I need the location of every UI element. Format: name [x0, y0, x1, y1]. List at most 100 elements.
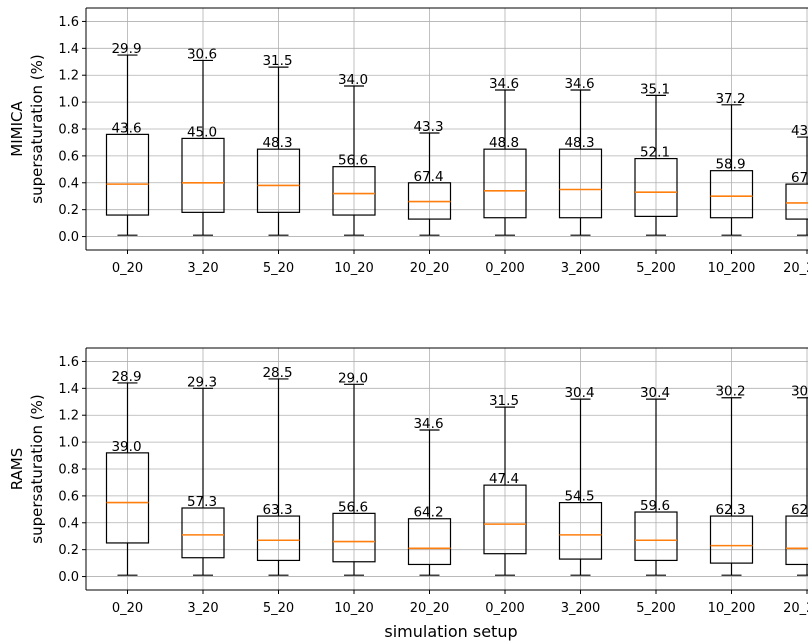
upper-percent-label: 34.6	[564, 76, 594, 92]
box-0_20: 29.9 43.6	[105, 41, 150, 236]
y-tick-label: 0.6	[58, 489, 79, 504]
upper-percent-label: 35.1	[640, 81, 670, 97]
box-percent-label: 48.3	[564, 135, 594, 151]
box-percent-label: 62.3	[715, 502, 745, 518]
box-percent-label: 45.0	[187, 124, 217, 140]
x-tick-label: 3_200	[561, 601, 601, 616]
upper-percent-label: 28.9	[111, 369, 141, 385]
box-0_20: 28.9 39.0	[105, 369, 150, 576]
upper-percent-label: 28.5	[262, 365, 292, 381]
box-20_20: 34.6 64.2	[407, 416, 452, 576]
upper-percent-label: 30.2	[791, 384, 808, 400]
box-3_20: 30.6 45.0	[181, 46, 225, 236]
iqr-box	[105, 452, 150, 544]
box-percent-label: 59.6	[640, 498, 670, 514]
box-0_200: 34.6 48.8	[483, 76, 527, 236]
upper-percent-label: 43.6	[791, 123, 808, 139]
upper-percent-label: 43.3	[413, 119, 443, 135]
y-tick-label: 0.4	[58, 176, 79, 191]
box-percent-label: 54.5	[564, 489, 594, 505]
upper-percent-label: 34.0	[338, 72, 368, 88]
iqr-box	[558, 148, 603, 219]
box-percent-label: 62.3	[791, 502, 808, 518]
box-percent-label: 56.6	[338, 499, 368, 515]
iqr-box	[105, 133, 150, 216]
upper-percent-label: 29.9	[111, 41, 141, 57]
x-tick-label: 10_200	[708, 261, 756, 276]
upper-percent-label: 30.4	[564, 385, 594, 401]
x-tick-label: 20_20	[410, 261, 450, 276]
x-tick-label: 3_200	[561, 261, 601, 276]
y-tick-label: 1.2	[58, 409, 79, 424]
x-tick-label: 10_20	[334, 601, 374, 616]
box-percent-label: 67.4	[413, 169, 443, 185]
x-axis-label: simulation setup	[384, 622, 517, 641]
box-10_20: 29.0 56.6	[332, 370, 376, 576]
x-tick-label: 5_200	[636, 261, 676, 276]
box-5_200: 35.1 52.1	[634, 81, 678, 236]
box-10_20: 34.0 56.6	[332, 72, 376, 236]
y-tick-label: 0.2	[58, 543, 79, 558]
iqr-box	[558, 502, 603, 560]
iqr-box	[483, 148, 527, 219]
upper-percent-label: 31.5	[489, 393, 519, 409]
iqr-box	[709, 515, 754, 564]
x-tick-label: 0_200	[485, 261, 525, 276]
x-tick-label: 5_200	[636, 601, 676, 616]
box-percent-label: 39.0	[111, 439, 141, 455]
box-percent-label: 52.1	[640, 145, 670, 161]
y-tick-label: 0.6	[58, 149, 79, 164]
upper-percent-label: 34.6	[489, 76, 519, 92]
y-tick-label: 0.8	[58, 463, 79, 478]
box-percent-label: 64.2	[413, 505, 443, 521]
box-5_20: 31.5 48.3	[256, 53, 301, 236]
box-percent-label: 48.3	[262, 135, 292, 151]
iqr-box	[483, 484, 527, 555]
upper-percent-label: 37.2	[715, 91, 745, 107]
y-tick-label: 1.4	[58, 42, 79, 57]
box-percent-label: 47.4	[489, 471, 519, 487]
box-percent-label: 63.3	[262, 502, 292, 518]
box-percent-label: 56.6	[338, 153, 368, 169]
box-20_20: 43.3 67.4	[407, 119, 452, 236]
box-10_200: 30.2 62.3	[709, 384, 754, 576]
box-percent-label: 67.4	[791, 170, 808, 186]
iqr-box	[407, 518, 452, 566]
x-tick-label: 3_20	[187, 601, 218, 616]
upper-percent-label: 34.6	[413, 416, 443, 432]
box-20_200: 30.2 62.3	[785, 384, 808, 576]
box-3_20: 29.3 57.3	[181, 374, 225, 576]
upper-percent-label: 29.3	[187, 374, 217, 390]
y-axis-label: supersaturation (%)	[28, 394, 46, 543]
box-10_200: 37.2 58.9	[709, 91, 754, 236]
mimica-panel: 0.0 0.2 0.4 0.6 0.8 1.0 1.2 1.4 1.6 0_20 3_20 5_20 1…	[8, 7, 808, 276]
x-tick-label: 0_20	[112, 261, 143, 276]
x-tick-label: 0_200	[485, 601, 525, 616]
iqr-box	[181, 507, 225, 559]
box-5_200: 30.4 59.6	[634, 385, 678, 576]
x-tick-label: 10_20	[334, 261, 374, 276]
upper-percent-label: 29.0	[338, 370, 368, 386]
iqr-box	[785, 515, 808, 566]
y-tick-label: 0.0	[58, 570, 79, 585]
iqr-box	[709, 170, 754, 219]
x-tick-label: 3_20	[187, 261, 218, 276]
x-tick-label: 20_200	[783, 261, 808, 276]
box-percent-label: 43.6	[111, 120, 141, 136]
y-tick-label: 1.2	[58, 69, 79, 84]
box-percent-label: 58.9	[715, 157, 745, 173]
box-percent-label: 57.3	[187, 494, 217, 510]
y-axis-label: RAMS	[8, 448, 26, 491]
x-tick-label: 5_20	[263, 601, 294, 616]
iqr-box	[785, 183, 808, 220]
upper-percent-label: 30.2	[715, 384, 745, 400]
x-tick-label: 10_200	[708, 601, 756, 616]
y-axis-label: MIMICA	[8, 101, 26, 157]
box-3_200: 34.6 48.3	[558, 76, 603, 236]
box-percent-label: 48.8	[489, 135, 519, 151]
box-0_200: 31.5 47.4	[483, 393, 527, 576]
iqr-box	[634, 157, 678, 217]
box-5_20: 28.5 63.3	[256, 365, 301, 576]
y-tick-label: 1.0	[58, 436, 79, 451]
